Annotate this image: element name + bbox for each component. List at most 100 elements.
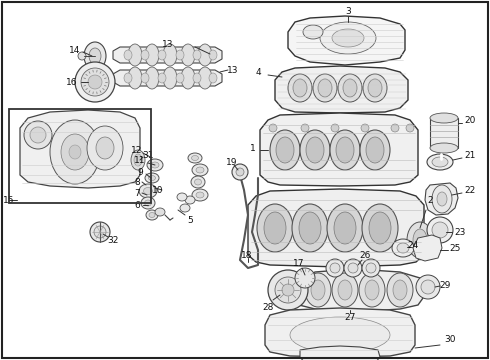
Ellipse shape (313, 74, 337, 102)
Ellipse shape (306, 137, 324, 163)
Ellipse shape (232, 164, 248, 180)
Ellipse shape (360, 130, 390, 170)
Text: 5: 5 (187, 216, 193, 225)
Ellipse shape (128, 44, 142, 66)
Ellipse shape (124, 50, 132, 60)
Ellipse shape (427, 154, 453, 170)
Ellipse shape (359, 273, 385, 307)
Bar (9, 109, 151, 203)
Ellipse shape (193, 50, 201, 60)
Ellipse shape (158, 50, 166, 60)
Text: 13: 13 (227, 66, 239, 75)
Ellipse shape (268, 270, 308, 310)
Ellipse shape (430, 113, 458, 123)
Ellipse shape (69, 145, 81, 159)
Ellipse shape (141, 73, 149, 83)
Ellipse shape (437, 192, 447, 206)
Ellipse shape (96, 137, 114, 159)
Polygon shape (265, 308, 415, 357)
Text: 13: 13 (162, 40, 174, 49)
Text: 16: 16 (66, 77, 78, 86)
Ellipse shape (365, 280, 379, 300)
Ellipse shape (295, 268, 315, 288)
Ellipse shape (30, 127, 46, 143)
Text: 4: 4 (255, 68, 261, 77)
Ellipse shape (151, 162, 159, 168)
Ellipse shape (293, 79, 307, 97)
Ellipse shape (421, 280, 435, 294)
Ellipse shape (209, 73, 217, 83)
Ellipse shape (193, 73, 201, 83)
Ellipse shape (163, 44, 177, 66)
Ellipse shape (276, 137, 294, 163)
Text: 15: 15 (3, 195, 15, 204)
Ellipse shape (87, 126, 123, 170)
Ellipse shape (144, 188, 152, 194)
Ellipse shape (338, 74, 362, 102)
Ellipse shape (366, 263, 376, 273)
Ellipse shape (330, 263, 340, 273)
Text: 26: 26 (359, 251, 371, 260)
Ellipse shape (88, 75, 102, 89)
Ellipse shape (387, 273, 413, 307)
Ellipse shape (191, 176, 205, 188)
Ellipse shape (362, 259, 380, 277)
Ellipse shape (141, 50, 149, 60)
Text: 27: 27 (344, 314, 356, 323)
Ellipse shape (181, 67, 195, 89)
Ellipse shape (407, 222, 433, 258)
Ellipse shape (330, 130, 360, 170)
Ellipse shape (300, 130, 330, 170)
Ellipse shape (198, 44, 212, 66)
Ellipse shape (270, 130, 300, 170)
Text: 23: 23 (454, 228, 466, 237)
Text: 29: 29 (440, 280, 451, 289)
Ellipse shape (196, 167, 204, 173)
Polygon shape (260, 113, 418, 186)
Text: 31: 31 (142, 150, 154, 159)
Ellipse shape (303, 25, 323, 39)
Ellipse shape (90, 222, 110, 242)
Text: 14: 14 (69, 45, 81, 54)
Ellipse shape (155, 208, 165, 216)
Ellipse shape (269, 124, 277, 132)
Ellipse shape (61, 134, 89, 170)
Text: 30: 30 (444, 336, 456, 345)
Ellipse shape (318, 79, 332, 97)
Polygon shape (113, 47, 222, 63)
Ellipse shape (78, 52, 86, 60)
Ellipse shape (292, 204, 328, 252)
Ellipse shape (334, 212, 356, 244)
Ellipse shape (188, 153, 202, 163)
Ellipse shape (145, 200, 151, 206)
Ellipse shape (332, 29, 364, 47)
Ellipse shape (158, 73, 166, 83)
Text: 24: 24 (407, 240, 418, 249)
Polygon shape (248, 189, 424, 267)
Text: 17: 17 (293, 260, 305, 269)
Ellipse shape (366, 137, 384, 163)
Ellipse shape (139, 184, 157, 198)
Ellipse shape (89, 48, 101, 64)
Ellipse shape (145, 44, 159, 66)
Polygon shape (113, 70, 222, 86)
Ellipse shape (198, 67, 212, 89)
Ellipse shape (148, 176, 155, 180)
Ellipse shape (368, 79, 382, 97)
Ellipse shape (391, 124, 399, 132)
Ellipse shape (264, 212, 286, 244)
Ellipse shape (301, 124, 309, 132)
Ellipse shape (311, 280, 325, 300)
Ellipse shape (299, 212, 321, 244)
Ellipse shape (192, 189, 208, 201)
Ellipse shape (305, 273, 331, 307)
Polygon shape (413, 235, 442, 261)
Ellipse shape (177, 193, 187, 201)
Ellipse shape (181, 44, 195, 66)
Ellipse shape (362, 204, 398, 252)
Ellipse shape (288, 74, 312, 102)
Text: 12: 12 (131, 145, 143, 154)
Ellipse shape (149, 212, 155, 217)
Ellipse shape (257, 204, 293, 252)
Ellipse shape (145, 67, 159, 89)
